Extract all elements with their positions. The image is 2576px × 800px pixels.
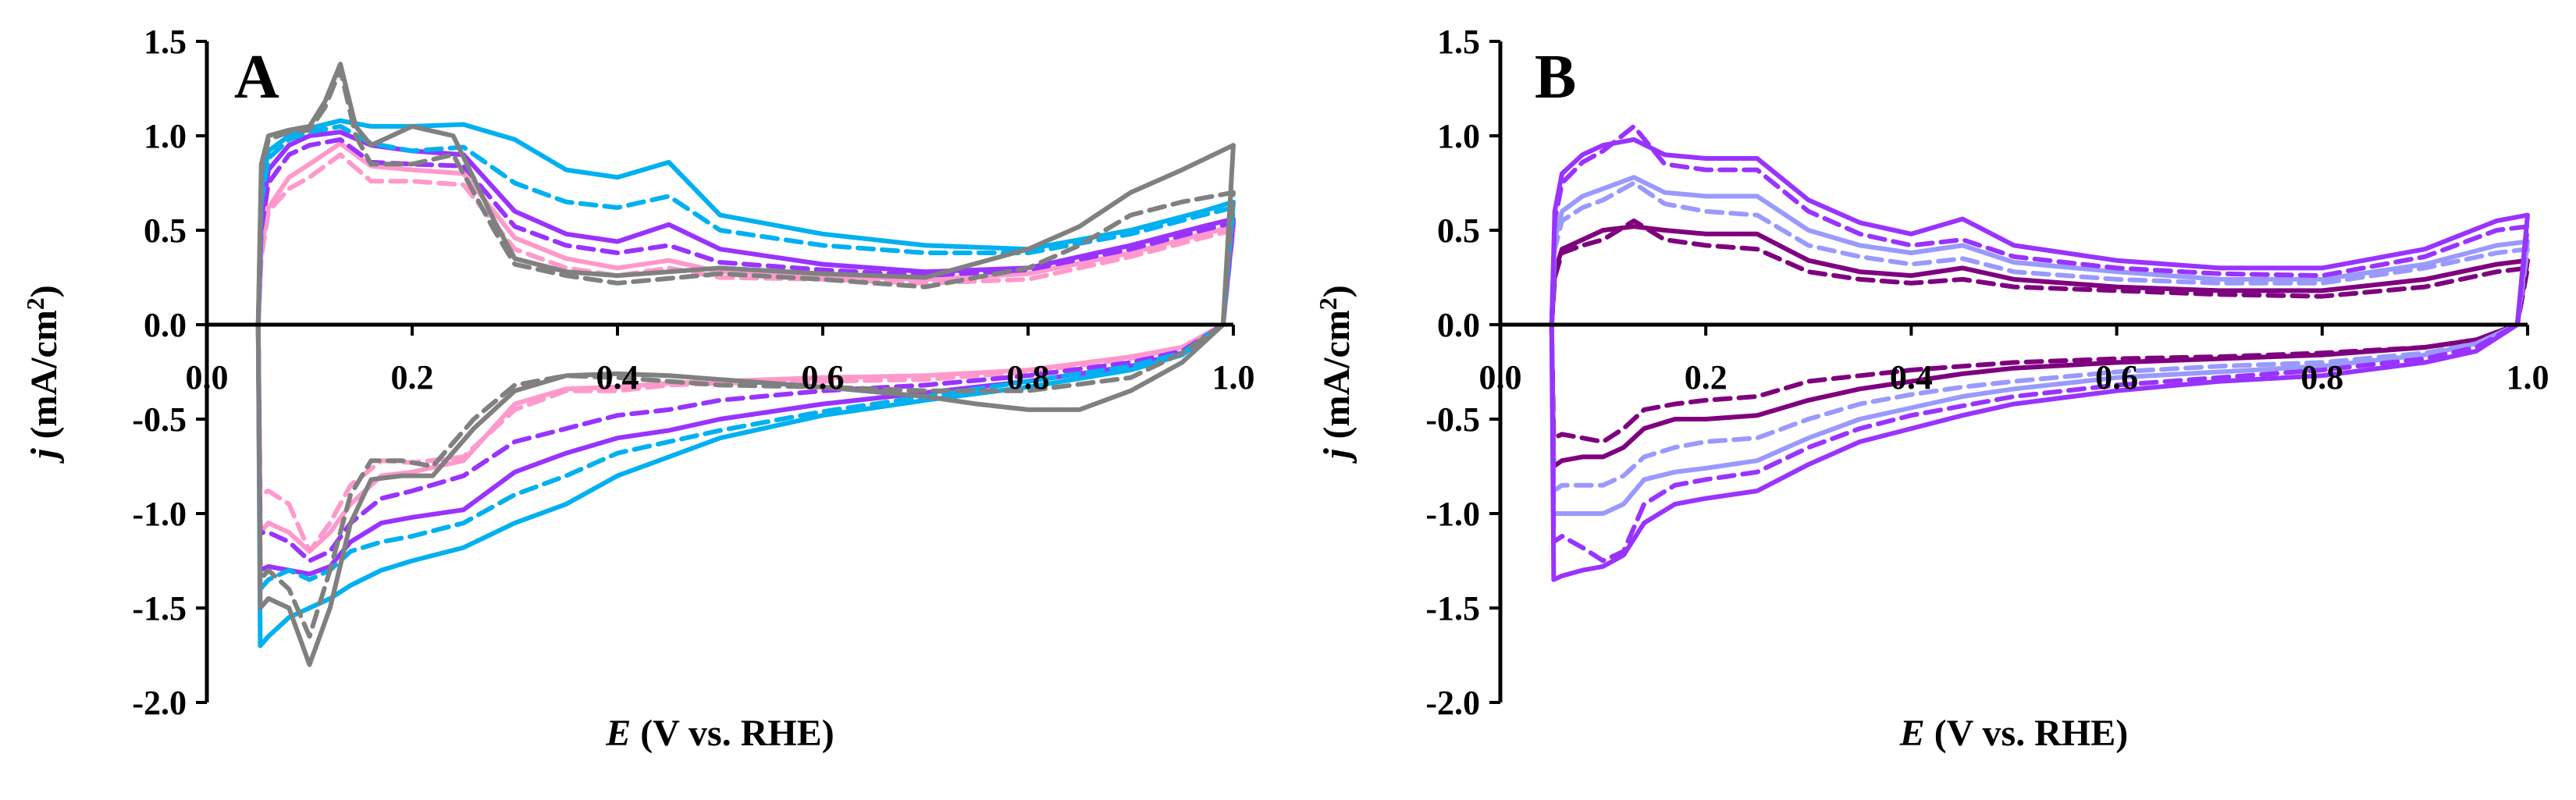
panel-b-y-axis-title: j (mA/cm2)	[1314, 285, 1357, 464]
panel-a-x-axis-title: E (V vs. RHE)	[605, 713, 834, 754]
panel-b-x-tick-label: 0.6	[2095, 358, 2138, 396]
panel-a-x-tick-label: 0.0	[186, 358, 229, 396]
panel-a-y-tick-label: 1.0	[144, 117, 187, 155]
panel-b-x-tick-label: 0.0	[1479, 358, 1522, 396]
panel-b-y-tick-label: 1.0	[1437, 117, 1480, 155]
panel-b-y-tick-label: -1.5	[1425, 589, 1480, 628]
panel-a-y-tick-label: 0.5	[144, 212, 187, 250]
panel-b-x-tick-label: 0.2	[1685, 358, 1727, 396]
panel-a-series-7-dashed-line	[255, 67, 1236, 639]
panel-b-x-tick-label: 0.8	[2300, 358, 2343, 396]
panel-a-y-tick-label: 1.5	[144, 23, 187, 61]
panel-b-y-tick-label: -2.0	[1425, 684, 1480, 722]
panel-b-series-3-dashed-line	[1549, 180, 2530, 493]
panel-b-y-tick-label: 0.0	[1437, 306, 1480, 344]
panel-a-x-tick-label: 0.8	[1007, 358, 1050, 396]
panel-b-y-tick-label: 0.5	[1437, 212, 1480, 250]
panel-a-series-4-solid-line	[255, 130, 1236, 577]
panel-b-series-1-dashed-line	[1549, 218, 2530, 444]
panel-a-y-tick-label: -1.5	[132, 589, 187, 628]
panel-a-y-axis-title: j (mA/cm2)	[21, 285, 65, 464]
panel-a-label: A	[234, 43, 279, 112]
panel-a-y-tick-label: -2.0	[132, 684, 187, 722]
panel-b-series-4-solid-line	[1549, 175, 2530, 516]
panel-a-y-tick-label: -1.0	[132, 495, 187, 533]
panel-a-x-tick-label: 0.4	[596, 358, 639, 396]
panel-a-x-tick-label: 0.2	[391, 358, 434, 396]
panel-b-x-tick-label: 0.4	[1890, 358, 1933, 396]
panel-b-series-5-dashed-line	[1549, 123, 2530, 564]
panel-a-chart: 1.5 1.0 0.5 0.0 -0.5 -1.0 -1.5 -2.0 0.0 0.2 0.4 0.6…	[21, 23, 1255, 754]
panel-a-y-tick-label: -0.5	[132, 400, 187, 439]
panel-b-y-tick-label: 1.5	[1437, 23, 1480, 61]
panel-b-x-axis-title: E (V vs. RHE)	[1899, 713, 2128, 754]
panel-a-x-tick-label: 1.0	[1212, 358, 1255, 396]
panel-a-series-2-solid-line	[255, 140, 1236, 554]
panel-b-chart: 1.5 1.0 0.5 0.0 -0.5 -1.0 -1.5 -2.0 0.0 0.2 0.4 0.6…	[1314, 23, 2549, 754]
panel-b-y-tick-label: -0.5	[1425, 400, 1480, 439]
panel-b-y-tick-label: -1.0	[1425, 495, 1480, 533]
panel-a-y-tick-label: 0.0	[144, 306, 187, 344]
panel-b-label: B	[1535, 43, 1576, 112]
panel-a-series-3-dashed-line	[255, 137, 1236, 564]
panel-b-x-tick-label: 1.0	[2507, 358, 2549, 396]
panel-a-x-tick-label: 0.6	[802, 358, 845, 396]
